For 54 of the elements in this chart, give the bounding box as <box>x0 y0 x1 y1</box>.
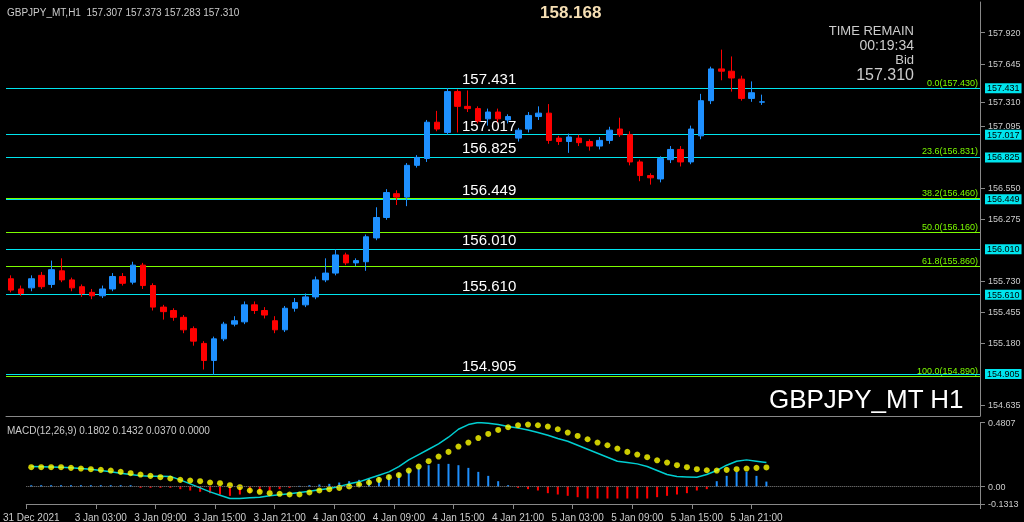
y-tick-label: -0.1313 <box>988 499 1019 509</box>
chart-title: MACD(12,26,9) 0.1802 0.1432 0.0370 0.0000 <box>7 424 211 436</box>
y-tick-label: 0.00 <box>988 481 1006 492</box>
x-tick-label: 3 Jan 21:00 <box>253 511 307 522</box>
ref-line-label: 156.825 <box>462 138 517 156</box>
ref-line-label: 154.905 <box>462 356 517 374</box>
y-tick-label: 155.180 <box>988 338 1021 349</box>
y-tick-label: 156.550 <box>988 183 1021 194</box>
x-tick-label: 3 Jan 15:00 <box>193 511 247 522</box>
text: 155.610 <box>987 289 1020 300</box>
chart-title: GBPJPY_MT,H1 157.307 157.373 157.283 157.310 <box>7 6 240 18</box>
x-tick-label: 3 Jan 09:00 <box>134 511 187 522</box>
ref-line-label: 156.449 <box>462 181 517 199</box>
ref-line-label: 155.610 <box>462 276 517 294</box>
text: 154.905 <box>987 369 1020 380</box>
y-tick-label: 157.645 <box>988 58 1021 69</box>
annotation: 0.0(157.430) <box>926 77 978 88</box>
x-tick-label: 4 Jan 21:00 <box>491 511 545 522</box>
y-tick-label: 157.920 <box>988 27 1021 38</box>
y-tick-label: 157.095 <box>988 121 1021 132</box>
text: 156.010 <box>987 244 1020 255</box>
ref-line-label: 156.010 <box>462 231 517 249</box>
annotation: 158.168 <box>540 3 602 22</box>
annotation: 61.8(155.860) <box>921 255 978 266</box>
x-tick-label: 5 Jan 21:00 <box>730 511 784 522</box>
x-tick-label: 5 Jan 09:00 <box>611 511 664 522</box>
annotation: 23.6(156.831) <box>921 145 978 156</box>
annotation: 38.2(156.460) <box>921 187 978 198</box>
annotation: Bid <box>895 52 915 67</box>
text: 157.017 <box>987 129 1020 140</box>
annotation: GBPJPY_MT H1 <box>768 384 964 414</box>
annotation: TIME REMAIN <box>828 23 915 38</box>
annotation: 50.0(156.160) <box>921 221 978 232</box>
annotation: 00:19:34 <box>859 37 915 53</box>
annotation: 157.310 <box>856 65 915 83</box>
ref-line-label: 157.431 <box>462 70 517 88</box>
text: 156.449 <box>987 194 1020 205</box>
annotation: 100.0(154.890) <box>916 365 978 376</box>
y-tick-label: 155.455 <box>988 307 1021 318</box>
text: 157.431 <box>987 83 1020 94</box>
x-tick-label: 4 Jan 03:00 <box>313 511 366 522</box>
x-tick-label: 4 Jan 15:00 <box>432 511 486 522</box>
y-tick-label: 155.730 <box>988 276 1021 287</box>
x-tick-label: 31 Dec 2021 <box>2 511 61 522</box>
y-tick-label: 0.4807 <box>988 417 1016 428</box>
y-tick-label: 156.275 <box>988 214 1021 225</box>
text: 156.825 <box>987 152 1020 163</box>
ref-line-label: 157.017 <box>462 117 517 135</box>
y-tick-label: 157.310 <box>988 96 1021 107</box>
x-tick-label: 3 Jan 03:00 <box>74 511 128 522</box>
y-tick-label: 154.635 <box>988 400 1021 411</box>
x-tick-label: 5 Jan 03:00 <box>551 511 605 522</box>
x-tick-label: 4 Jan 09:00 <box>372 511 426 522</box>
x-tick-label: 5 Jan 15:00 <box>670 511 724 522</box>
